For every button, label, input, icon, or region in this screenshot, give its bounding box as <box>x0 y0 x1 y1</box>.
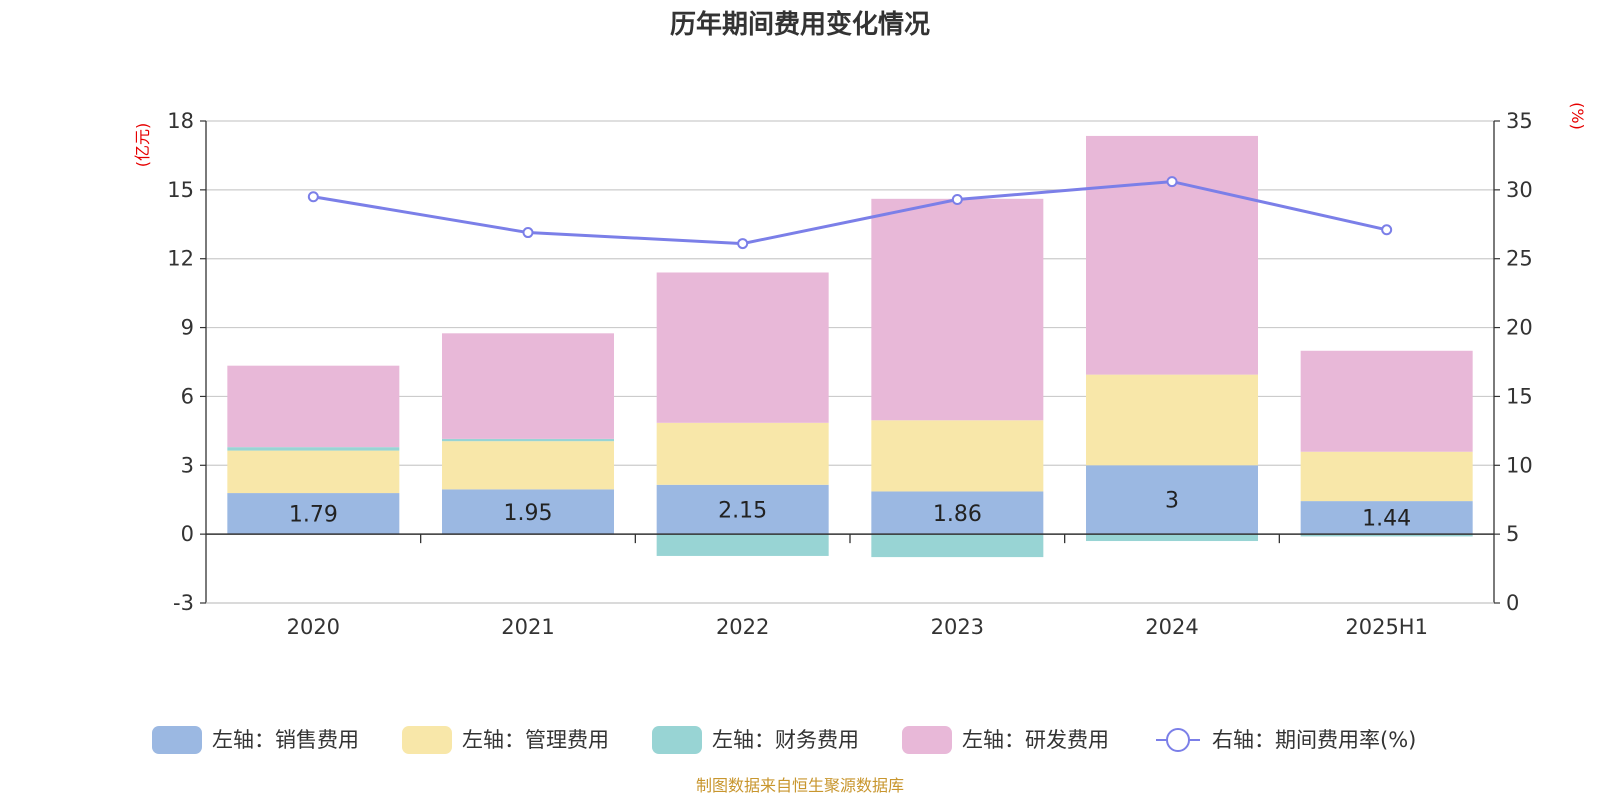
sales-data-label: 1.44 <box>1362 507 1411 532</box>
bar-segment <box>1300 501 1473 535</box>
x-tick-label: 2024 <box>1145 615 1198 639</box>
sales-data-label: 1.79 <box>289 503 338 528</box>
legend-swatch <box>152 726 202 754</box>
right-tick-label: 5 <box>1506 522 1519 546</box>
sales-data-label: 3 <box>1165 489 1179 514</box>
bars <box>227 135 1473 558</box>
legend-swatch <box>402 726 452 754</box>
legend: 左轴：销售费用 左轴：管理费用 左轴：财务费用 左轴：研发费用 右轴：期间费用率(%) <box>152 726 1416 754</box>
right-axis-unit: (%) <box>1568 102 1587 130</box>
right-tick-label: 35 <box>1506 109 1533 133</box>
right-tick-label: 30 <box>1506 178 1533 202</box>
rate-point <box>737 238 749 250</box>
axes: -3 0 3 6 9 12 15 18 0 5 10 15 20 25 30 35 2020 2021 2022 20… <box>167 109 1532 639</box>
bar-segment <box>442 441 614 490</box>
legend-marker <box>1166 728 1190 752</box>
x-tick-label: 2025H1 <box>1345 615 1428 639</box>
bar-segment <box>1086 374 1258 466</box>
left-tick-label: 12 <box>167 247 194 271</box>
rate-point <box>307 191 319 203</box>
legend-label: 左轴：管理费用 <box>462 728 609 752</box>
right-tick-label: 25 <box>1506 247 1533 271</box>
legend-label: 左轴：销售费用 <box>212 728 359 752</box>
rate-point <box>951 193 963 205</box>
rate-point <box>1381 224 1393 236</box>
bar-segment <box>1300 451 1473 502</box>
chart-title: 历年期间费用变化情况 <box>670 9 930 40</box>
legend-label: 左轴：财务费用 <box>712 728 859 752</box>
right-tick-label: 0 <box>1506 591 1519 615</box>
legend-swatch <box>902 726 952 754</box>
bar-segment <box>1086 534 1258 542</box>
x-tick-label: 2021 <box>501 615 554 639</box>
rate-point <box>1166 176 1178 188</box>
x-tick-label: 2020 <box>287 615 340 639</box>
left-tick-label: 9 <box>181 316 194 340</box>
bar-segment <box>227 450 400 494</box>
bar-segment <box>656 534 829 556</box>
legend-swatch <box>652 726 702 754</box>
x-tick-label: 2022 <box>716 615 769 639</box>
bar-segment <box>871 420 1044 492</box>
bar-segment <box>227 365 400 448</box>
grid <box>206 120 1494 604</box>
bar-segment <box>1086 465 1258 535</box>
data-labels: 1.79 1.95 2.15 1.86 3 1.44 <box>289 489 1411 532</box>
bar-segment <box>656 422 829 485</box>
bar-segment <box>227 447 400 451</box>
left-tick-label: -3 <box>173 591 194 615</box>
left-tick-label: 3 <box>181 453 194 477</box>
rate-line-path <box>313 180 1387 246</box>
rate-line <box>307 176 1393 250</box>
right-tick-label: 10 <box>1506 453 1533 477</box>
rate-point <box>522 227 534 239</box>
right-tick-label: 20 <box>1506 316 1533 340</box>
bar-segment <box>656 484 829 535</box>
bar-segment <box>442 438 614 442</box>
source-note: 制图数据来自恒生聚源数据库 <box>696 776 904 795</box>
sales-data-label: 1.86 <box>933 502 982 527</box>
x-tick-label: 2023 <box>931 615 984 639</box>
left-tick-label: 18 <box>167 109 194 133</box>
bar-segment <box>871 198 1044 421</box>
left-tick-label: 6 <box>181 384 194 408</box>
bar-segment <box>442 333 614 439</box>
left-tick-label: 0 <box>181 522 194 546</box>
left-tick-label: 15 <box>167 178 194 202</box>
sales-data-label: 2.15 <box>718 498 767 523</box>
right-tick-label: 15 <box>1506 384 1533 408</box>
bar-segment <box>656 272 829 423</box>
legend-label: 右轴：期间费用率(%) <box>1212 728 1416 752</box>
bar-segment <box>1300 534 1473 537</box>
legend-label: 左轴：研发费用 <box>962 728 1109 752</box>
bar-segment <box>871 534 1044 558</box>
bar-segment <box>227 493 400 535</box>
sales-data-label: 1.95 <box>504 501 553 526</box>
bar-segment <box>871 491 1044 535</box>
bar-segment <box>442 489 614 535</box>
bar-segment <box>1086 135 1258 375</box>
bar-segment <box>1300 350 1473 452</box>
left-axis-unit: (亿元) <box>133 123 152 168</box>
